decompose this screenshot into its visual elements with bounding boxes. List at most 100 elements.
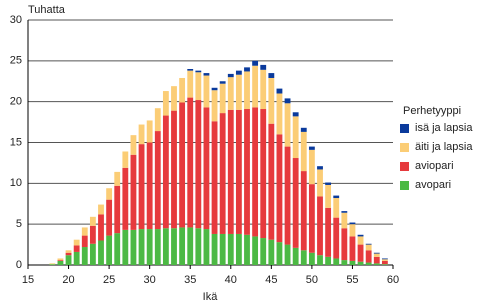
bar-segment (292, 158, 299, 248)
bar-segment (357, 236, 364, 245)
bar-segment (381, 258, 388, 260)
bar-segment (317, 169, 323, 197)
bar-segment (219, 83, 226, 114)
bar-segment (154, 229, 161, 265)
bar-segment (227, 109, 234, 234)
x-tick-label: 25 (103, 274, 115, 286)
bar-segment (317, 166, 323, 170)
bar-segment (260, 64, 267, 70)
bar-segment (89, 216, 96, 226)
bar-segment (195, 100, 202, 229)
bar-segment (235, 233, 242, 265)
bar-segment (98, 214, 104, 241)
bar-segment (244, 71, 250, 110)
bar-segment (373, 256, 380, 264)
bar-segment (89, 243, 96, 265)
bar-segment (187, 97, 194, 228)
bar-segment (333, 195, 340, 199)
bar-segment (227, 73, 234, 78)
bar-segment (292, 116, 299, 159)
bar-segment (73, 239, 80, 246)
bar-segment (203, 75, 210, 108)
bar-segment (333, 258, 340, 265)
bar-segment (268, 239, 275, 265)
bar-segment (106, 188, 113, 200)
bar-segment (276, 93, 283, 135)
bar-segment (244, 67, 250, 72)
bar-segment (235, 70, 242, 75)
bar-segment (268, 73, 275, 78)
bar-segment (308, 146, 315, 150)
bar-segment (373, 253, 380, 257)
bar-segment (162, 115, 169, 229)
bar-segment (300, 131, 307, 172)
bar-segment (276, 88, 283, 94)
bar-segment (65, 252, 72, 256)
y-tick-label: 20 (10, 96, 22, 108)
bar-segment (333, 198, 340, 218)
x-tick-label: 35 (184, 274, 196, 286)
bar-segment (219, 81, 226, 84)
bar-segment (349, 224, 356, 237)
bar-segment (300, 250, 307, 265)
bar-segment (260, 238, 267, 265)
y-tick-label: 25 (10, 55, 22, 67)
bar-segment (317, 196, 323, 256)
bar-segment (98, 204, 104, 215)
bar-segment (162, 228, 169, 265)
bar-segment (195, 70, 202, 73)
y-tick-label: 5 (16, 218, 22, 230)
legend-label: äiti ja lapsia (415, 141, 473, 153)
bar-segment (235, 74, 242, 110)
bar-segment (138, 124, 145, 145)
bar-segment (325, 207, 332, 257)
bar-segment (381, 264, 388, 265)
bar-segment (284, 103, 291, 147)
bar-segment (203, 73, 210, 76)
bar-segment (195, 72, 202, 101)
bar-segment (260, 109, 267, 239)
bar-segment (292, 112, 299, 117)
bar-segment (203, 229, 210, 265)
bar-segment (179, 227, 186, 265)
bar-segment (171, 86, 177, 111)
bar-segment (219, 233, 226, 265)
x-tick-label: 60 (387, 274, 399, 286)
bar-segment (325, 184, 332, 208)
bar-segment (341, 212, 348, 229)
bar-segment (381, 260, 388, 265)
y-axis-label: Tuhatta (28, 4, 66, 16)
bar-segment (65, 255, 72, 265)
bar-segment (171, 110, 177, 229)
bar-segment (162, 91, 169, 116)
bar-segment (308, 184, 315, 253)
bar-segment (211, 233, 218, 265)
x-tick-label: 40 (225, 274, 237, 286)
x-tick-label: 50 (306, 274, 318, 286)
bar-segment (122, 167, 129, 230)
bar-segment (333, 217, 340, 259)
bar-segment (89, 225, 96, 244)
bar-segment (365, 250, 372, 263)
bar-segment (357, 234, 364, 237)
bar-segment (57, 260, 64, 261)
bar-segment (49, 264, 56, 265)
bar-segment (381, 259, 388, 261)
x-axis-label: Ikä (203, 291, 219, 303)
bar-segment (252, 65, 259, 108)
bar-segment (260, 69, 267, 110)
bar-segment (211, 121, 218, 234)
bar-segment (276, 134, 283, 243)
legend-swatch (400, 143, 409, 152)
x-tick-label: 30 (144, 274, 156, 286)
bar-segment (138, 229, 145, 265)
bar-segment (179, 102, 186, 228)
legend-label: aviopari (415, 160, 454, 172)
bar-segment (235, 109, 242, 234)
bar-segment (227, 77, 234, 110)
legend-swatch (400, 162, 409, 171)
bar-segment (187, 69, 194, 71)
bar-segment (81, 235, 88, 248)
bar-segment (130, 135, 137, 155)
bar-segment (373, 252, 380, 254)
